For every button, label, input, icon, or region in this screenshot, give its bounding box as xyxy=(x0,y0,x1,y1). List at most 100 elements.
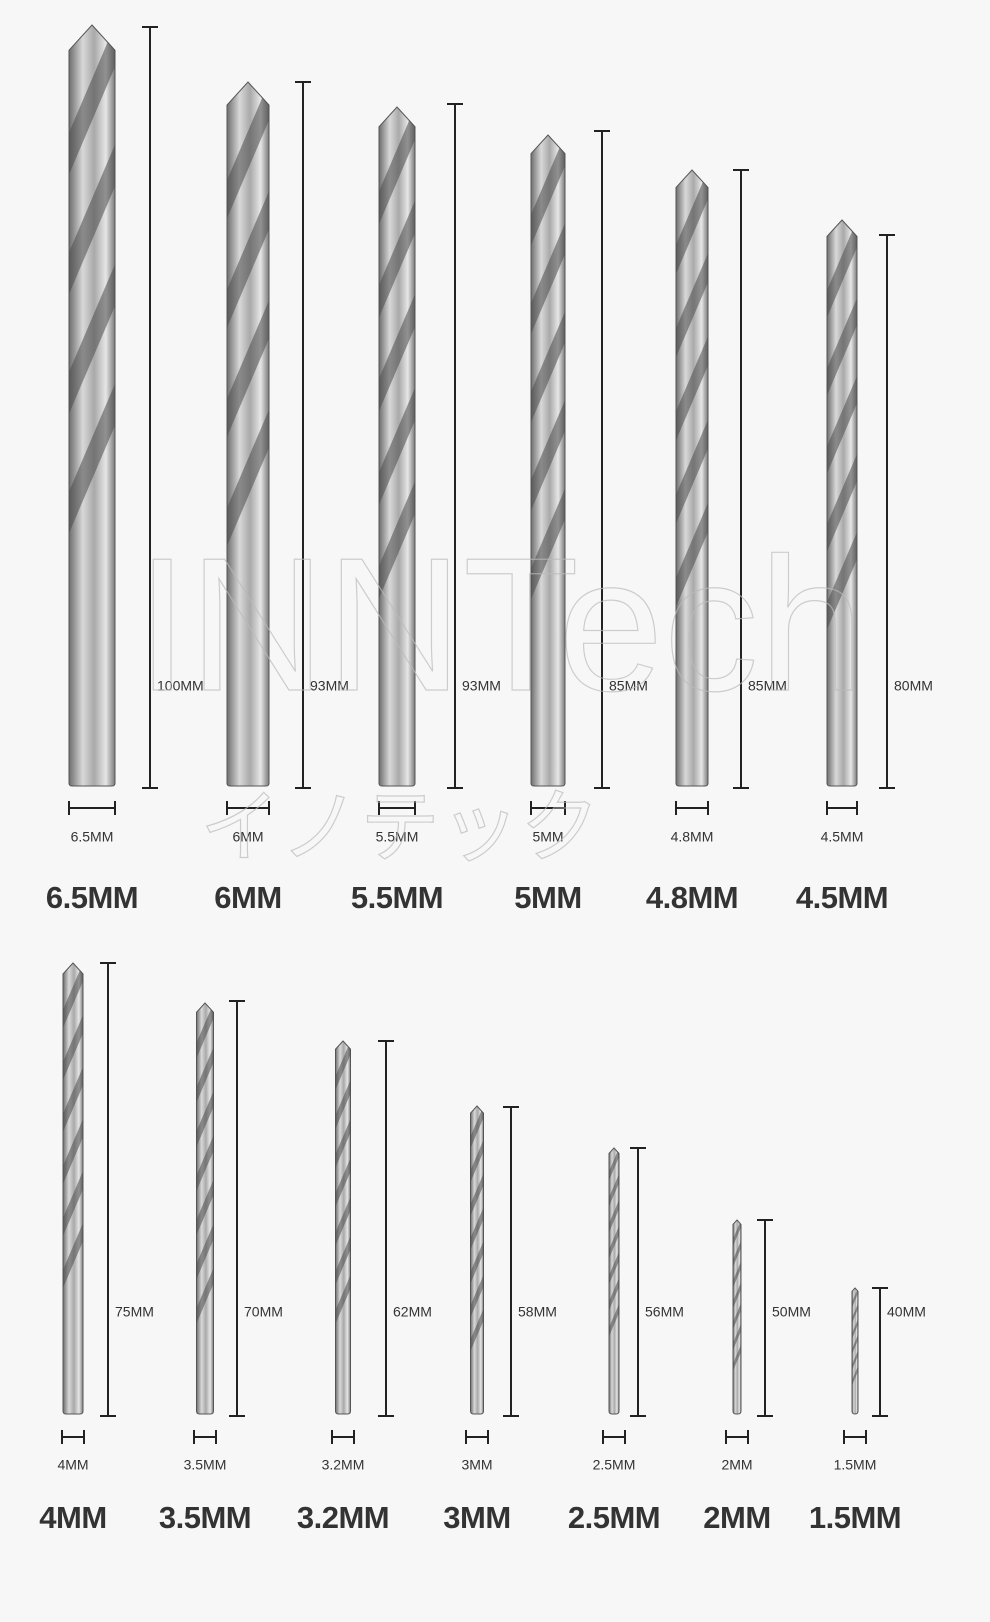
flute xyxy=(63,1119,83,1184)
size-label: 3.2MM xyxy=(297,1500,389,1535)
flute xyxy=(227,191,269,328)
flutes xyxy=(609,1148,619,1337)
flutes xyxy=(196,1003,214,1324)
flute xyxy=(227,82,269,219)
flute xyxy=(335,1197,351,1246)
flute xyxy=(531,400,565,511)
flute xyxy=(196,1179,214,1236)
length-label: 85MM xyxy=(609,678,648,694)
flute xyxy=(733,1240,741,1267)
size-label: 6MM xyxy=(214,880,281,915)
length-label: 85MM xyxy=(748,678,787,694)
flute xyxy=(335,1119,351,1168)
drill-bit: 56MM 2.5MM 2.5MM xyxy=(568,1147,684,1535)
length-label: 50MM xyxy=(772,1304,811,1320)
flutes xyxy=(852,1288,858,1386)
size-label: 4MM xyxy=(39,1500,106,1535)
size-label: 5.5MM xyxy=(351,880,443,915)
flute xyxy=(827,220,857,318)
flute xyxy=(63,963,83,1028)
diameter-label: 2MM xyxy=(721,1457,752,1473)
size-label: 5MM xyxy=(514,880,581,915)
flute xyxy=(470,1275,484,1318)
flute xyxy=(335,1080,351,1129)
flute xyxy=(379,387,415,505)
flute xyxy=(196,1003,214,1059)
flute xyxy=(69,25,115,175)
length-label: 100MM xyxy=(157,678,204,694)
length-label: 40MM xyxy=(887,1304,926,1320)
drill-bit: 50MM 2MM 2MM xyxy=(703,1219,811,1535)
size-label: 4.8MM xyxy=(646,880,738,915)
length-label: 80MM xyxy=(894,678,933,694)
flute xyxy=(609,1252,619,1285)
flute xyxy=(531,135,565,246)
flute xyxy=(531,488,565,600)
length-label: 58MM xyxy=(518,1304,557,1320)
diameter-label: 6MM xyxy=(232,829,263,845)
size-label: 6.5MM xyxy=(46,880,138,915)
diameter-label: 5.5MM xyxy=(376,829,419,845)
flute xyxy=(827,376,857,474)
drill-bit: 93MM 6MM 6MM xyxy=(214,81,349,915)
flute xyxy=(676,253,708,358)
size-label: 4.5MM xyxy=(796,880,888,915)
drill-bit: 40MM 1.5MM 1.5MM xyxy=(809,1287,926,1535)
flutes xyxy=(69,25,115,534)
flute xyxy=(379,200,415,318)
size-label: 2MM xyxy=(703,1500,770,1535)
flute xyxy=(733,1261,741,1288)
flute xyxy=(470,1207,484,1250)
size-label: 1.5MM xyxy=(809,1500,901,1535)
flute xyxy=(379,107,415,224)
flutes xyxy=(379,107,415,599)
flute xyxy=(69,144,115,295)
size-label: 3MM xyxy=(443,1500,510,1535)
flute xyxy=(852,1334,858,1355)
diameter-label: 4.5MM xyxy=(821,829,864,845)
size-label: 3.5MM xyxy=(159,1500,251,1535)
flutes xyxy=(63,963,83,1288)
length-label: 70MM xyxy=(244,1304,283,1320)
flute xyxy=(531,311,565,423)
flute xyxy=(609,1148,619,1181)
flute xyxy=(335,1275,351,1324)
length-label: 62MM xyxy=(393,1304,432,1320)
flute xyxy=(196,1135,214,1191)
flutes xyxy=(733,1220,741,1371)
flute xyxy=(63,1015,83,1080)
flute xyxy=(852,1350,858,1370)
flute xyxy=(531,223,565,334)
length-label: 93MM xyxy=(462,678,501,694)
flutes xyxy=(335,1041,351,1324)
flute xyxy=(609,1226,619,1259)
drill-bit: 62MM 3.2MM 3.2MM xyxy=(297,1040,432,1535)
flute xyxy=(63,1171,83,1236)
flute xyxy=(676,170,708,274)
drill-bit: 93MM 5.5MM 5.5MM xyxy=(351,103,501,915)
length-label: 93MM xyxy=(310,678,349,694)
flute xyxy=(827,532,857,630)
flute xyxy=(676,336,708,441)
drill-body xyxy=(226,81,270,787)
flute xyxy=(196,1268,214,1324)
flutes xyxy=(470,1106,484,1352)
diameter-label: 3.5MM xyxy=(184,1457,227,1473)
drill-bit: 85MM 5MM 5MM xyxy=(514,130,648,915)
diameter-label: 3MM xyxy=(461,1457,492,1473)
drill-bit: 80MM 4.5MM 4.5MM xyxy=(796,219,933,915)
diameter-label: 2.5MM xyxy=(593,1457,636,1473)
flute xyxy=(470,1173,484,1216)
drill-body xyxy=(68,24,116,787)
flute xyxy=(676,502,708,607)
flute xyxy=(335,1236,351,1285)
flute xyxy=(63,1223,83,1288)
flute xyxy=(676,419,708,524)
flute xyxy=(733,1282,741,1309)
flute xyxy=(609,1200,619,1233)
flute xyxy=(69,383,115,534)
flute xyxy=(609,1278,619,1311)
flute xyxy=(470,1139,484,1183)
